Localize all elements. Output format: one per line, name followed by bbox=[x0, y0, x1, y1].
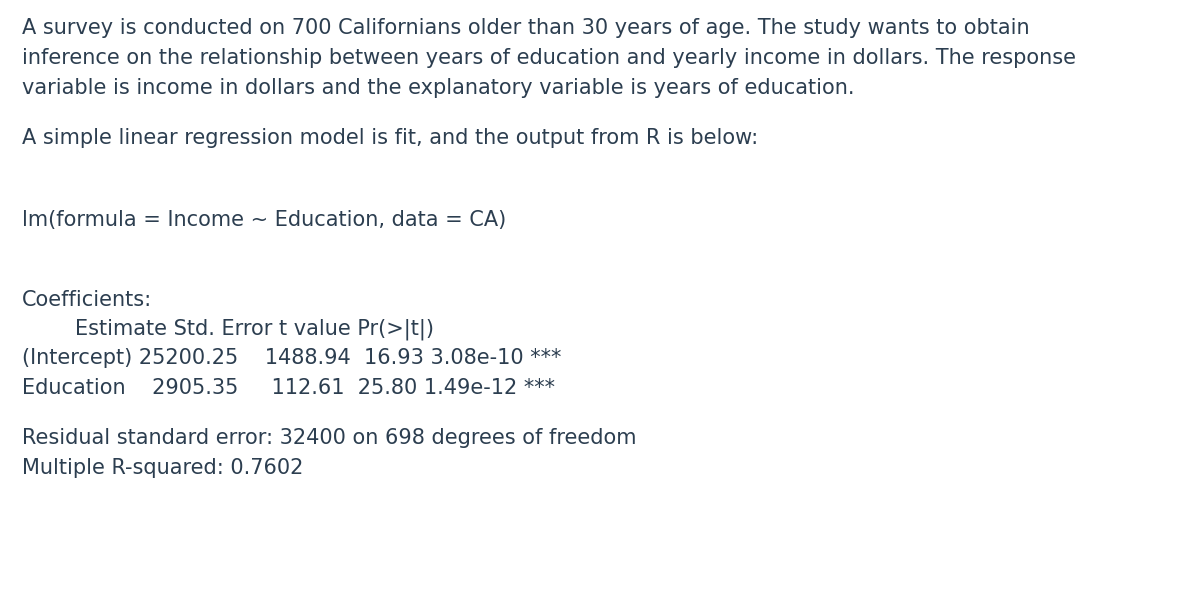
Text: Education    2905.35     112.61  25.80 1.49e-12 ***: Education 2905.35 112.61 25.80 1.49e-12 … bbox=[22, 378, 554, 398]
Text: Coefficients:: Coefficients: bbox=[22, 290, 151, 310]
Text: lm(formula = Income ~ Education, data = CA): lm(formula = Income ~ Education, data = … bbox=[22, 210, 506, 230]
Text: A survey is conducted on 700 Californians older than 30 years of age. The study : A survey is conducted on 700 Californian… bbox=[22, 18, 1030, 38]
Text: (Intercept) 25200.25    1488.94  16.93 3.08e-10 ***: (Intercept) 25200.25 1488.94 16.93 3.08e… bbox=[22, 348, 560, 368]
Text: variable is income in dollars and the explanatory variable is years of education: variable is income in dollars and the ex… bbox=[22, 78, 854, 98]
Text: inference on the relationship between years of education and yearly income in do: inference on the relationship between ye… bbox=[22, 48, 1075, 68]
Text: A simple linear regression model is fit, and the output from R is below:: A simple linear regression model is fit,… bbox=[22, 128, 757, 148]
Text: Estimate Std. Error t value Pr(>|t|): Estimate Std. Error t value Pr(>|t|) bbox=[22, 318, 433, 340]
Text: Residual standard error: 32400 on 698 degrees of freedom: Residual standard error: 32400 on 698 de… bbox=[22, 428, 636, 448]
Text: Multiple R-squared: 0.7602: Multiple R-squared: 0.7602 bbox=[22, 458, 302, 478]
